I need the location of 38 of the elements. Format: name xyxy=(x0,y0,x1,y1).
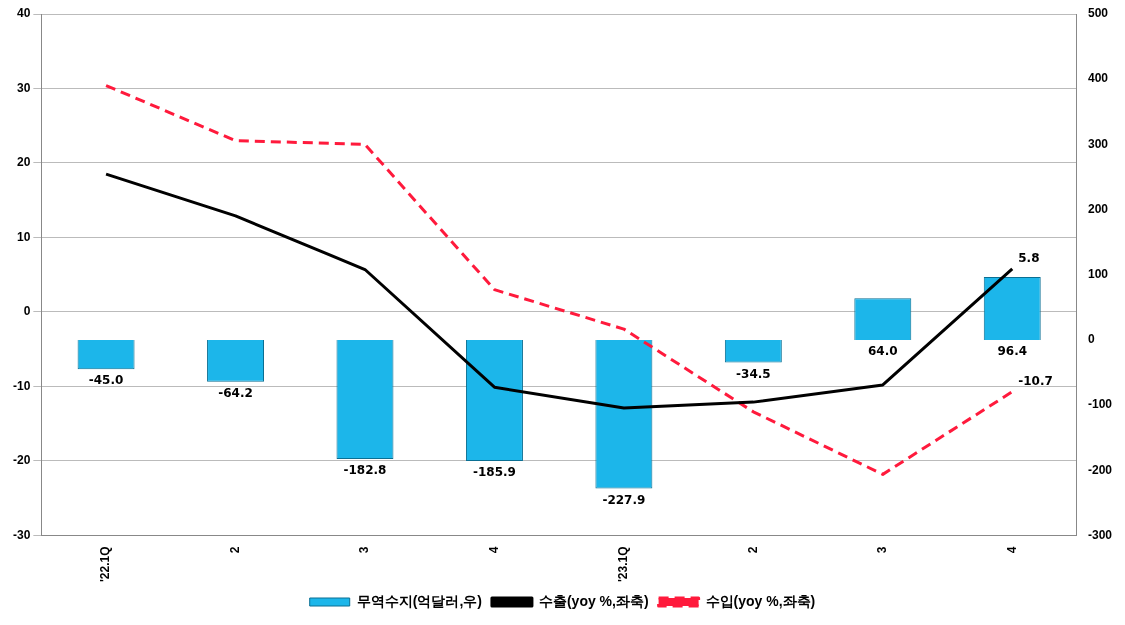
data-label: -45.0 xyxy=(88,373,124,388)
x-tick-label: '23.1Q xyxy=(616,546,631,582)
y2-tick-label: -200 xyxy=(1087,462,1113,477)
x-tick-label: 2 xyxy=(227,546,242,554)
x-tick-label: 3 xyxy=(875,546,890,554)
y2-tick-label: 200 xyxy=(1087,201,1109,216)
x-tick-label: 4 xyxy=(486,546,501,554)
y2-tick-label: 500 xyxy=(1087,6,1109,21)
legend-label: 수입(yoy %,좌축) xyxy=(705,592,816,609)
y2-tick-label: 300 xyxy=(1087,136,1109,151)
data-label: -182.8 xyxy=(343,463,387,478)
data-label: 96.4 xyxy=(997,344,1028,359)
data-label: -10.7 xyxy=(1018,373,1053,388)
data-label: 64.0 xyxy=(868,344,898,359)
data-label: -185.9 xyxy=(472,465,516,480)
y-tick-label: -20 xyxy=(13,453,31,468)
legend-label: 무역수지(억달러,우) xyxy=(356,592,482,609)
y-tick-label: -30 xyxy=(13,527,31,542)
data-label: -64.2 xyxy=(218,385,253,400)
x-tick-label: 2 xyxy=(745,546,760,554)
x-tick-label: '22.1Q xyxy=(98,546,113,582)
data-label: 5.8 xyxy=(1018,250,1040,265)
y2-tick-label: -300 xyxy=(1087,527,1113,542)
x-tick-label: 3 xyxy=(357,546,372,554)
y-tick-label: 0 xyxy=(23,304,31,319)
y2-tick-label: 400 xyxy=(1087,71,1109,86)
y-tick-label: 30 xyxy=(16,80,31,95)
y-tick-label: 40 xyxy=(16,6,31,21)
x-tick-label: 4 xyxy=(1004,546,1019,554)
data-label: -34.5 xyxy=(736,366,771,381)
y-tick-label: -10 xyxy=(13,378,31,393)
y2-tick-label: 0 xyxy=(1087,332,1095,347)
data-label: -227.9 xyxy=(602,492,646,507)
y2-tick-label: -100 xyxy=(1087,397,1113,412)
legend-label: 수출(yoy %,좌축) xyxy=(538,592,649,609)
y-tick-label: 10 xyxy=(16,229,31,244)
y-tick-label: 20 xyxy=(16,155,31,170)
y2-tick-label: 100 xyxy=(1087,267,1109,282)
